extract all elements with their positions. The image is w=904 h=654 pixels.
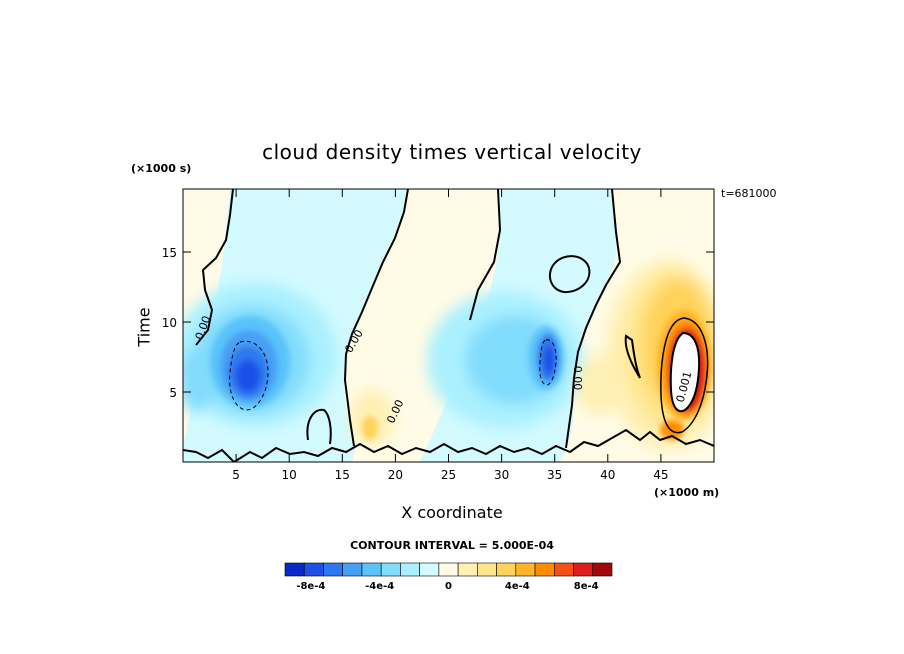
y-tick-label: 5	[169, 386, 177, 400]
x-tick-label: 10	[282, 468, 297, 482]
y-axis-unit: (×1000 s)	[131, 162, 192, 175]
colorbar-swatch	[303, 562, 324, 577]
over-range-core	[670, 333, 700, 412]
x-tick-label: 15	[335, 468, 350, 482]
colorbar: -8e-4 -4e-4 0 4e-4 8e-4	[284, 562, 613, 592]
contour-right-inner	[669, 331, 701, 413]
field-layer	[183, 189, 714, 462]
x-axis-label: X coordinate	[401, 503, 503, 522]
colorbar-swatch	[457, 562, 478, 577]
colorbar-swatch	[573, 562, 594, 577]
zero-contour-1	[195, 189, 234, 346]
zero-contour-3	[469, 189, 502, 321]
x-tick-label: 40	[600, 468, 615, 482]
pos-core-small-mid	[362, 416, 378, 440]
zero-contour-5	[548, 255, 591, 294]
colorbar-tick-label: 0	[445, 581, 452, 592]
contour-interval-label: CONTOUR INTERVAL = 5.000E-04	[350, 539, 554, 552]
x-axis-ticks: 5 10 15 20 25 30 35 40 45	[232, 189, 669, 482]
colorbar-swatch	[419, 562, 440, 577]
zero-contour-bottom	[183, 428, 714, 462]
x-tick-label: 35	[547, 468, 562, 482]
chart-title: cloud density times vertical velocity	[262, 140, 642, 164]
colorbar-swatch	[380, 562, 401, 577]
colorbar-swatch	[553, 562, 574, 577]
colorbar-swatch	[515, 562, 536, 577]
neg-blob-edge-left	[183, 348, 214, 412]
colorbar-swatch	[438, 562, 459, 577]
colorbar-swatch	[534, 562, 555, 577]
colorbar-tick-label: -8e-4	[296, 581, 325, 592]
x-tick-label: 25	[441, 468, 456, 482]
neg-core-mid-3	[544, 346, 554, 374]
pos-blob-x40	[576, 355, 624, 415]
y-axis-ticks: 5 10 15	[162, 246, 714, 400]
contour-label: 0.00	[571, 366, 584, 391]
x-axis-unit: (×1000 m)	[654, 486, 720, 499]
zero-contour-2	[343, 189, 409, 447]
colorbar-swatch	[592, 562, 613, 577]
colorbar-swatch	[400, 562, 420, 577]
colorbar-tick-label: 4e-4	[505, 581, 530, 592]
colorbar-tick-label: 8e-4	[574, 581, 599, 592]
x-tick-label: 30	[494, 468, 509, 482]
colorbar-swatch	[284, 562, 305, 577]
negative-contours	[229, 339, 557, 411]
y-tick-label: 15	[162, 246, 177, 260]
x-tick-label: 5	[232, 468, 240, 482]
zero-contour-4	[565, 189, 622, 449]
neg-contour-mid	[539, 339, 557, 386]
y-tick-label: 10	[162, 316, 177, 330]
neg-core-left-4	[236, 360, 260, 392]
colorbar-swatch	[477, 562, 497, 577]
zero-contour-6	[306, 408, 332, 445]
neg-contour-left	[229, 340, 269, 411]
colorbar-swatch	[323, 562, 344, 577]
colorbar-swatch	[496, 562, 517, 577]
colorbar-swatch	[342, 562, 363, 577]
colorbar-swatch	[361, 562, 382, 577]
time-stamp: t=681000	[721, 187, 777, 200]
contour-0-001	[660, 317, 709, 434]
x-tick-label: 20	[388, 468, 403, 482]
zero-contours	[183, 189, 714, 462]
x-tick-label: 45	[653, 468, 668, 482]
colorbar-tick-label: -4e-4	[365, 581, 394, 592]
zero-contour-7	[624, 334, 641, 379]
